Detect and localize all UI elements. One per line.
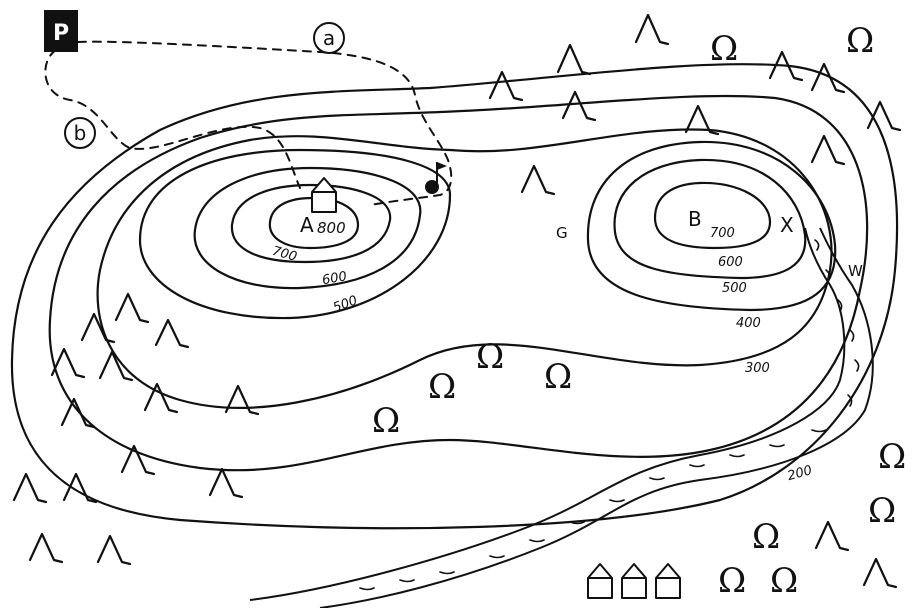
contour-label-500-east: 500 <box>722 281 747 296</box>
conifer-tree-icon <box>768 50 804 82</box>
route-label-a: a <box>313 22 345 54</box>
river-bank-right <box>319 227 874 608</box>
start-marker-label: P <box>53 21 69 46</box>
deciduous-trees: Ω Ω Ω Ω Ω Ω Ω Ω Ω Ω Ω <box>372 21 906 601</box>
svg-text:a: a <box>323 26 335 50</box>
church-icon <box>311 177 337 213</box>
contour-label-600-east: 600 <box>718 255 743 270</box>
deciduous-tree-icon: Ω <box>878 437 906 477</box>
deciduous-tree-icon: Ω <box>428 367 456 407</box>
spring-label: X <box>780 213 794 237</box>
contour-label-700-west: 700 <box>271 244 299 265</box>
conifer-tree-icon <box>814 520 850 552</box>
peak-b-height: 700 <box>710 226 735 241</box>
contour-label-400-east: 400 <box>736 316 761 331</box>
conifer-trees <box>12 13 902 589</box>
deciduous-tree-icon: Ω <box>770 561 798 601</box>
peak-a-height: 800 <box>317 219 346 237</box>
conifer-tree-icon <box>114 292 150 324</box>
village <box>587 563 681 599</box>
contour-500-west <box>138 148 452 320</box>
conifer-tree-icon <box>561 90 597 122</box>
conifer-tree-icon <box>154 318 190 349</box>
house-icon <box>587 563 613 599</box>
peak-a-label: A <box>300 213 314 237</box>
route-b <box>44 49 301 189</box>
contour-600-east <box>613 158 807 280</box>
conifer-tree-icon <box>208 467 244 499</box>
conifer-tree-icon <box>98 350 134 382</box>
conifer-tree-icon <box>556 43 592 76</box>
house-icon <box>655 563 681 599</box>
deciduous-tree-icon: Ω <box>476 337 504 377</box>
deciduous-tree-icon: Ω <box>846 21 874 61</box>
conifer-tree-icon <box>520 164 556 196</box>
contour-label-300-east: 300 <box>745 361 770 376</box>
conifer-tree-icon <box>862 557 898 589</box>
conifer-tree-icon <box>684 104 720 136</box>
deciduous-tree-icon: Ω <box>718 561 746 601</box>
saddle-label: G <box>556 224 568 242</box>
conifer-tree-icon <box>224 384 260 416</box>
river-label: W <box>848 262 863 280</box>
conifer-tree-icon <box>50 347 86 379</box>
deciduous-tree-icon: Ω <box>544 357 572 397</box>
conifer-tree-icon <box>60 397 96 429</box>
contour-700-east <box>653 181 772 250</box>
conifer-tree-icon <box>634 13 670 46</box>
conifer-tree-icon <box>866 100 902 132</box>
peak-b-label: B <box>688 207 702 231</box>
river-waves <box>359 239 860 591</box>
svg-text:b: b <box>74 121 87 145</box>
conifer-tree-icon <box>62 472 98 504</box>
conifer-tree-icon <box>810 62 846 94</box>
deciduous-tree-icon: Ω <box>752 517 780 557</box>
house-icon <box>621 563 647 599</box>
contour-600-west <box>193 166 422 290</box>
conifer-tree-icon <box>12 472 48 504</box>
deciduous-tree-icon: Ω <box>372 401 400 441</box>
flag-icon <box>425 162 447 194</box>
contour-label-500-west: 500 <box>331 293 359 316</box>
river-bank-left <box>249 227 846 601</box>
deciduous-tree-icon: Ω <box>868 491 896 531</box>
contour-700-west <box>230 183 392 264</box>
conifer-tree-icon <box>143 382 179 414</box>
conifer-tree-icon <box>488 70 524 102</box>
start-marker: P <box>44 10 78 52</box>
contour-label-200-east: 200 <box>786 463 814 484</box>
contour-200 <box>10 63 899 530</box>
conifer-tree-icon <box>810 134 846 166</box>
route-label-b: b <box>64 117 96 149</box>
contour-400 <box>96 128 833 409</box>
conifer-tree-icon <box>28 532 64 564</box>
route-a <box>77 40 453 206</box>
contour-label-600-west: 600 <box>321 269 348 288</box>
contour-300 <box>48 94 869 472</box>
conifer-tree-icon <box>120 444 156 476</box>
conifer-tree-icon <box>80 312 116 344</box>
contour-500-east <box>586 140 837 312</box>
conifer-tree-icon <box>96 534 132 566</box>
deciduous-tree-icon: Ω <box>710 29 738 69</box>
